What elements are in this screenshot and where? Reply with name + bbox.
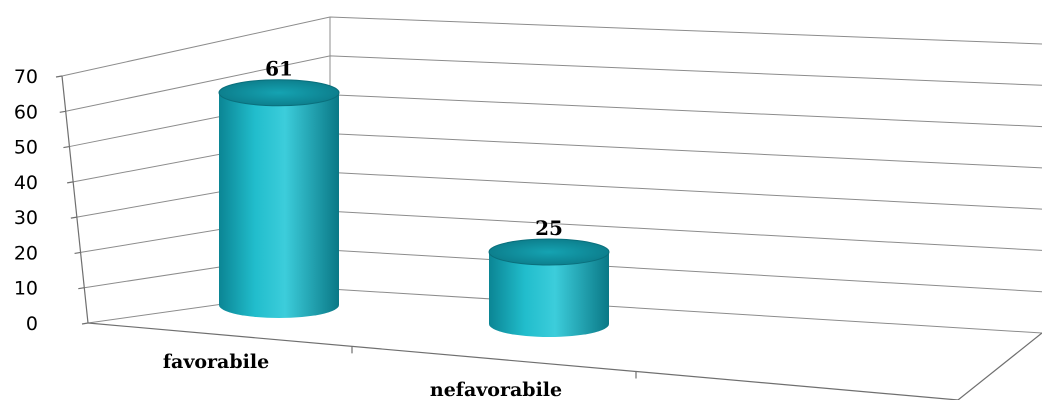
bar-top (488, 238, 610, 266)
bar (218, 79, 340, 318)
gridline (61, 16, 1042, 77)
y-tick-label: 60 (14, 101, 38, 123)
y-tick-mark (63, 145, 70, 149)
y-axis-ticks: 0 10 20 30 40 50 60 70 (14, 66, 89, 335)
y-tick-label: 0 (26, 313, 38, 335)
data-label: 61 (265, 57, 293, 81)
y-tick-mark (70, 216, 77, 219)
y-tick-mark (81, 322, 89, 325)
y-tick-label: 70 (14, 66, 38, 88)
bar-top (218, 79, 340, 107)
x-axis-line (87, 322, 959, 400)
y-axis-line (61, 75, 89, 324)
axes (61, 17, 1042, 400)
y-tick-label: 10 (14, 278, 38, 300)
y-tick-mark (67, 181, 74, 184)
gridline (65, 55, 1042, 112)
x-category-label: favorabile (163, 351, 269, 373)
bar (488, 238, 610, 337)
y-tick-mark (74, 251, 81, 255)
bar-body (219, 92, 339, 318)
y-tick-label: 20 (14, 242, 38, 264)
back-wall-base (329, 288, 1042, 334)
y-tick-label: 50 (14, 137, 38, 159)
y-tick-mark (78, 287, 85, 290)
data-labels: 61 25 (265, 57, 563, 240)
y-tick-mark (55, 75, 63, 78)
x-category-label: nefavorabile (430, 379, 562, 400)
gridline (69, 94, 1042, 148)
gridline (73, 133, 1042, 183)
bar-body (489, 252, 609, 337)
bars (218, 79, 610, 337)
y-tick-mark (59, 110, 66, 113)
floor-right-edge (957, 332, 1042, 400)
category-labels: favorabile nefavorabile (163, 351, 562, 400)
y-tick-label: 40 (14, 172, 38, 194)
data-label: 25 (535, 216, 563, 240)
y-tick-label: 30 (14, 207, 38, 229)
